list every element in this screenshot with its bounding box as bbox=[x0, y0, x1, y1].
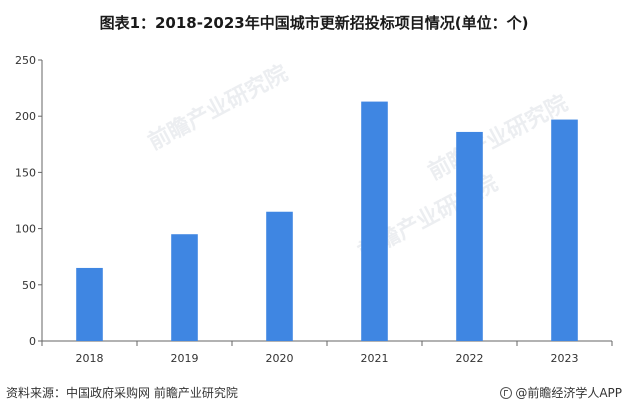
y-tick-label: 250 bbox=[15, 54, 36, 67]
x-tick-label: 2018 bbox=[76, 352, 104, 365]
x-tick-label: 2021 bbox=[361, 352, 389, 365]
bar-2023 bbox=[551, 119, 578, 342]
x-tick-label: 2019 bbox=[171, 352, 199, 365]
y-tick-label: 0 bbox=[29, 335, 36, 348]
chart-title: 图表1：2018-2023年中国城市更新招投标项目情况(单位：个) bbox=[99, 14, 529, 32]
footer: 资料来源：中国政府采购网 前瞻产业研究院 @前瞻经济学人APP bbox=[6, 384, 622, 404]
bar-2020 bbox=[266, 211, 293, 341]
source-note: 资料来源：中国政府采购网 前瞻产业研究院 bbox=[6, 386, 238, 400]
x-tick-label: 2023 bbox=[551, 352, 579, 365]
y-tick-label: 100 bbox=[15, 223, 36, 236]
bar-2021 bbox=[361, 101, 388, 341]
bar-chart: 0 50 100 150 200 250 2018 2019 2020 2021 2022 2023 bbox=[15, 54, 613, 365]
y-tick-label: 50 bbox=[22, 279, 36, 292]
brand-label: @前瞻经济学人APP bbox=[515, 386, 622, 400]
bar-2018 bbox=[76, 267, 103, 341]
y-tick-label: 200 bbox=[15, 110, 36, 123]
y-tick-label: 150 bbox=[15, 166, 36, 179]
x-tick-label: 2020 bbox=[266, 352, 294, 365]
brand-credit: @前瞻经济学人APP bbox=[500, 384, 622, 401]
bar-2019 bbox=[171, 234, 198, 341]
x-tick-label: 2022 bbox=[456, 352, 484, 365]
bar-2022 bbox=[456, 131, 483, 341]
brand-logo-icon bbox=[500, 386, 513, 399]
